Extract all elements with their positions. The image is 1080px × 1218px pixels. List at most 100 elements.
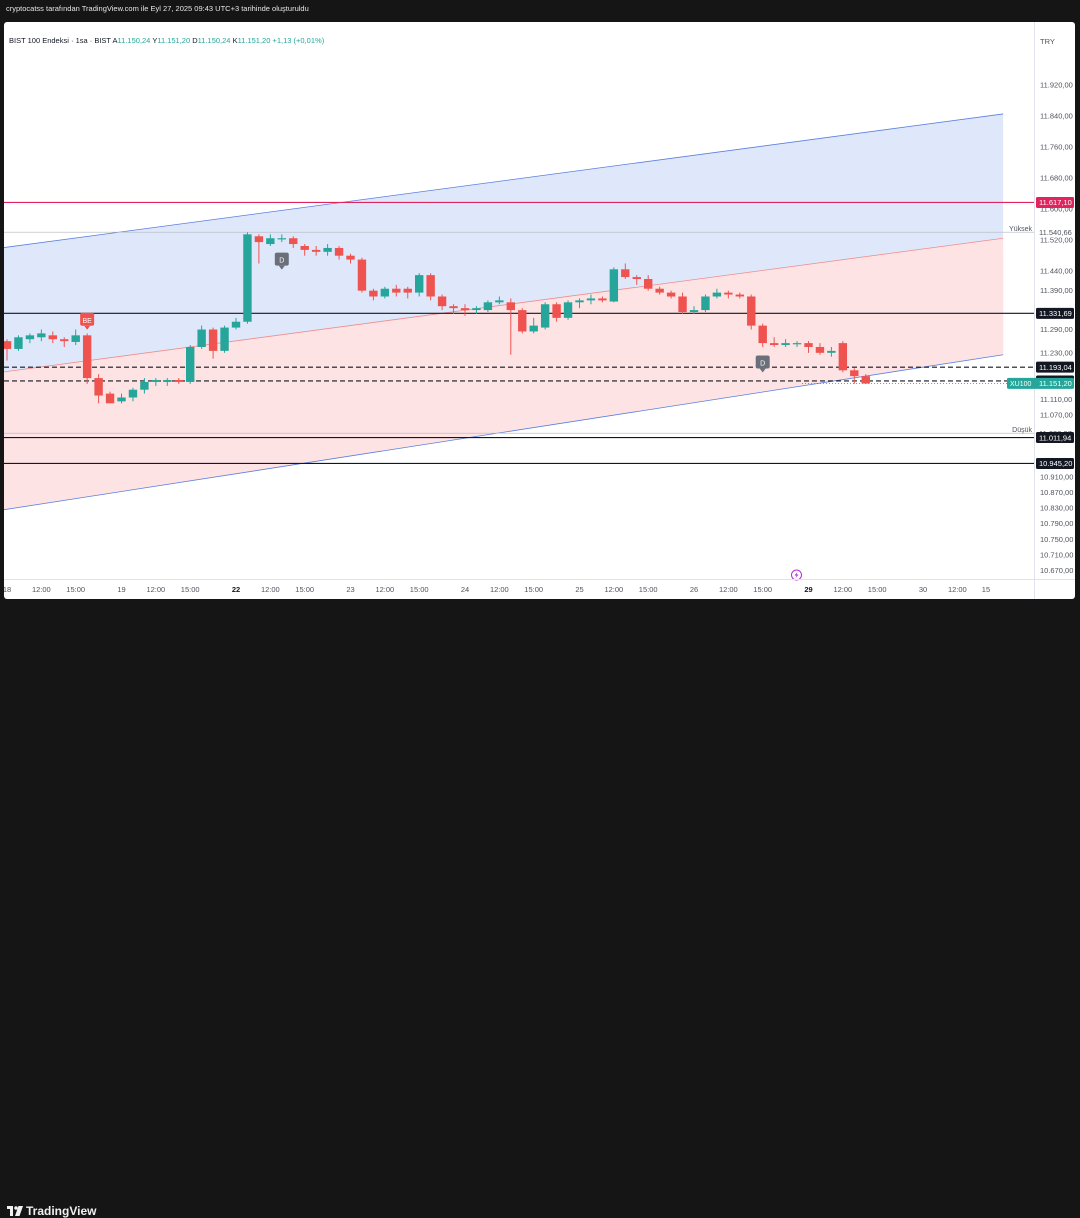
price-tick-label: 10.910,00	[1040, 473, 1073, 482]
snapshot-caption: cryptocatss tarafından TradingView.com i…	[6, 4, 309, 13]
candle-body	[186, 346, 195, 382]
candle-body	[540, 304, 550, 328]
marker-label: D	[760, 361, 765, 368]
candle-body	[37, 333, 46, 338]
price-level-value: 11.011,94	[1039, 433, 1071, 442]
legend-name: BIST 100 Endeksi · 1sa · BIST	[9, 36, 113, 45]
candle-body	[735, 294, 744, 297]
candle-body	[403, 288, 412, 293]
price-tick-label: 11.520,00	[1040, 236, 1073, 245]
candle-body	[380, 288, 390, 297]
footer-bar: TradingView	[0, 599, 1080, 1218]
candle-body	[632, 277, 641, 280]
candle-body	[48, 335, 57, 340]
candle-body	[220, 327, 229, 351]
candle-body	[724, 292, 733, 295]
candle-body	[781, 343, 790, 346]
candle-body	[14, 337, 23, 349]
candle-body	[231, 321, 241, 328]
price-level-label: 10.945,20	[1036, 457, 1074, 469]
time-tick-label: 30	[919, 585, 927, 594]
chart-panel[interactable]: BE D D 11.920,00 11.840,00 11.760,00 11.680,00…	[4, 22, 1075, 599]
price-chart[interactable]: BE D D 11.920,00 11.840,00 11.760,00 11.680,00…	[4, 22, 1075, 599]
price-tick-label: 10.870,00	[1040, 488, 1073, 497]
channel-upper-zone	[4, 113, 1004, 372]
price-tick-label: 11.290,00	[1040, 325, 1073, 334]
time-tick-label: 15:00	[295, 585, 314, 594]
time-tick-label: 12:00	[32, 585, 51, 594]
marker-badge	[274, 252, 289, 266]
time-tick-label: 15:00	[66, 585, 85, 594]
time-tick-label: 12:00	[604, 585, 623, 594]
candle-body	[105, 393, 115, 404]
time-tick-label: 12:00	[146, 585, 165, 594]
candle-body	[472, 308, 481, 311]
time-tick-label: 12:00	[948, 585, 967, 594]
price-level-label: 11.011,94	[1036, 432, 1074, 444]
marker-be: BE	[80, 312, 95, 330]
flash-icon	[791, 569, 802, 581]
currency-label: TRY	[1040, 37, 1055, 46]
candle-body	[460, 308, 470, 311]
legend-low-label: D	[192, 36, 198, 45]
time-tick-label: 24	[461, 585, 469, 594]
channel-upper-line	[4, 113, 1004, 248]
last-price-label: XU100 11.151,20	[1007, 377, 1074, 389]
price-level-value: 10.945,20	[1039, 459, 1072, 468]
candle-body	[323, 247, 332, 252]
candle-body	[60, 339, 69, 342]
candle-body	[563, 302, 573, 318]
candle-body	[529, 325, 538, 332]
candle-body	[71, 335, 80, 342]
time-tick-label: 15:00	[181, 585, 200, 594]
time-tick-label: 15:00	[410, 585, 429, 594]
candle-body	[415, 275, 424, 293]
tradingview-logo-icon	[7, 1206, 23, 1216]
price-level-badge	[1036, 226, 1074, 238]
marker-badge	[755, 355, 770, 369]
candle-body	[243, 234, 252, 322]
candle-body	[300, 245, 309, 250]
time-tick-label: 19	[117, 585, 125, 594]
price-tick-label: 11.230,00	[1040, 348, 1073, 357]
time-tick-label: 15:00	[753, 585, 772, 594]
candle-body	[151, 380, 161, 382]
candle-body	[838, 343, 848, 371]
price-tick-label: 10.710,00	[1040, 550, 1073, 559]
price-level-tag: Yüksek	[1009, 226, 1032, 233]
candle-body	[506, 302, 515, 311]
candle-body	[621, 269, 630, 278]
price-tick-label: 11.110,00	[1040, 395, 1072, 404]
candle-body	[437, 296, 447, 307]
top-bar: cryptocatss tarafından TradingView.com i…	[0, 0, 1080, 22]
marker-pointer	[759, 368, 766, 373]
candle-body	[266, 238, 275, 245]
candle-body	[334, 247, 344, 256]
price-level-value: 11.193,04	[1039, 363, 1072, 372]
time-tick-label: 15:00	[868, 585, 887, 594]
candle-body	[861, 376, 870, 384]
marker-pointer	[278, 265, 285, 270]
price-level-tag: Düşük	[1012, 427, 1032, 434]
candle-body	[518, 310, 527, 332]
marker-badge	[80, 312, 95, 326]
candle-body	[117, 397, 126, 402]
candle-body	[392, 288, 401, 293]
price-tick-label: 11.680,00	[1040, 174, 1073, 183]
candle-body	[128, 389, 138, 398]
price-level-badge	[1036, 196, 1074, 208]
price-tick-label: 11.070,00	[1040, 410, 1073, 419]
candle-body	[804, 343, 813, 347]
price-tick-label: 11.390,00	[1040, 286, 1073, 295]
price-level-label: 11.617,10	[1036, 196, 1074, 208]
flash-icon-bolt	[794, 571, 799, 579]
candle-body	[575, 300, 584, 303]
price-level-badge	[1036, 361, 1074, 373]
price-level-label: 11.540,66 Yüksek	[1009, 226, 1074, 238]
price-tick-label: 11.920,00	[1040, 80, 1073, 89]
tradingview-logo-text: TradingView	[26, 1204, 97, 1218]
legend-close-value: 11.151,20	[238, 36, 273, 45]
price-tick-label: 11.600,00	[1040, 205, 1073, 214]
legend-high-label: Y	[152, 36, 157, 45]
channel-mid-line	[4, 237, 1004, 373]
